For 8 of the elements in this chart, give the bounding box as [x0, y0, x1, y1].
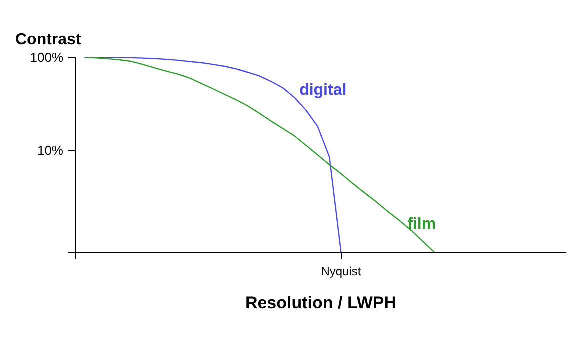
x-tick-label: Nyquist — [321, 264, 362, 278]
y-tick-label: 100% — [30, 50, 64, 65]
line-series — [84, 58, 436, 252]
series-label: film — [408, 216, 436, 234]
y-tick-label: 10% — [37, 142, 64, 158]
series-label: digital — [300, 82, 347, 100]
y-axis-title: Contrast — [16, 32, 82, 48]
x-axis-title: Resolution / LWPH — [245, 294, 397, 312]
